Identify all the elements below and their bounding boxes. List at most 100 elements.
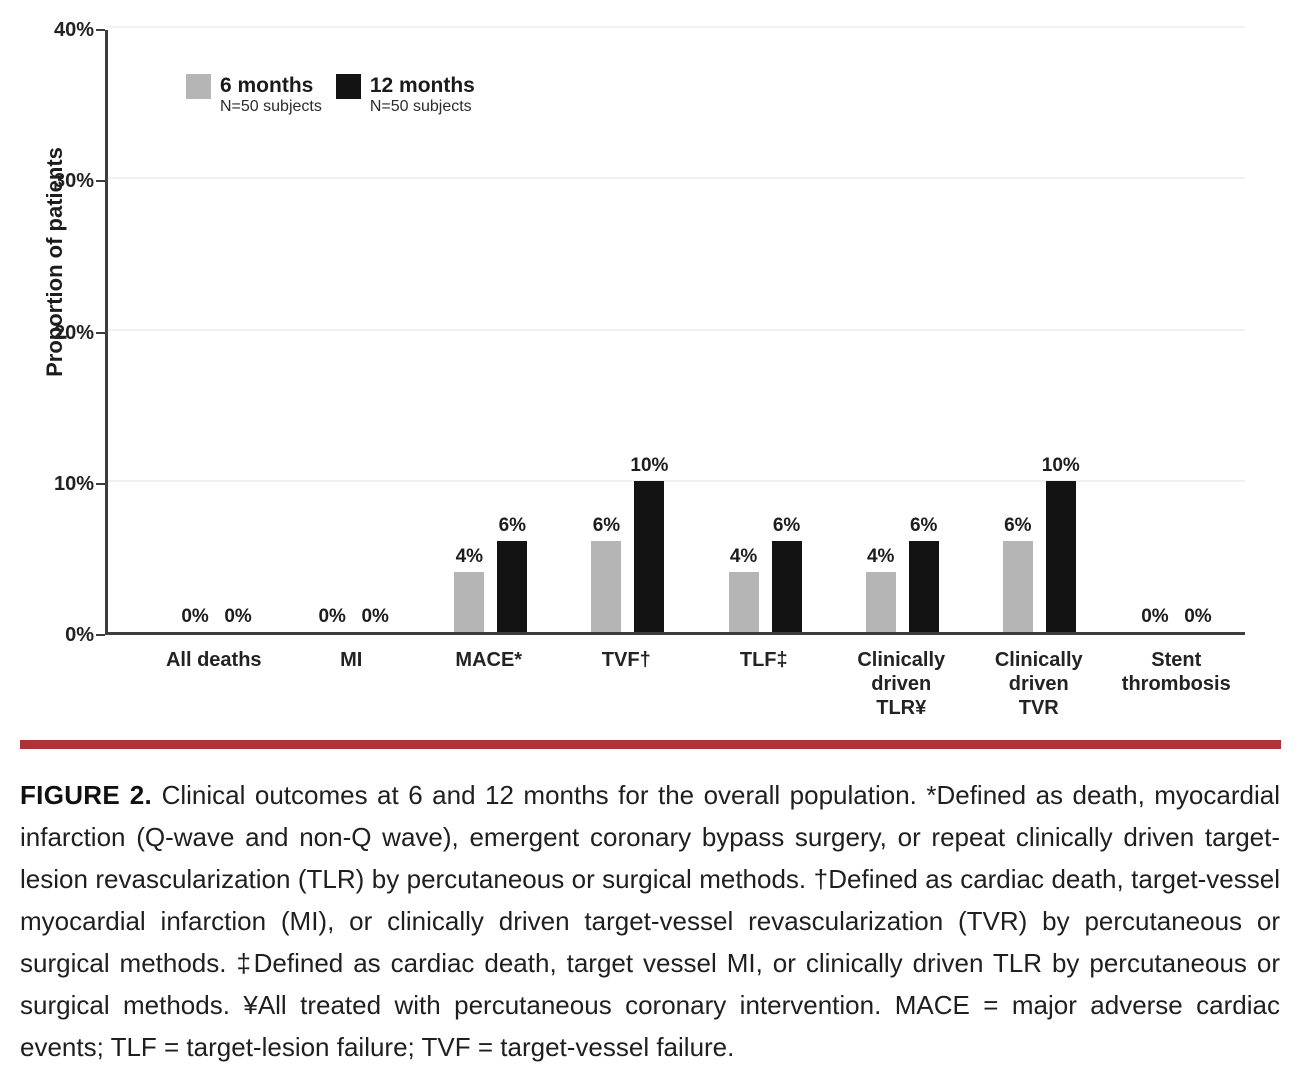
legend-swatch-12mo — [335, 74, 361, 99]
x-category-label-line: All deaths — [165, 649, 262, 671]
figure-caption-label: FIGURE 2. — [20, 780, 153, 810]
bar-value-label: 10% — [630, 454, 669, 476]
bar-slot-6mo: 4% — [454, 545, 485, 632]
x-category-label: TLF‡ — [695, 648, 833, 720]
bar-slot-6mo: 4% — [728, 545, 759, 632]
bar-12mo — [634, 480, 665, 632]
gridline-10 — [108, 479, 1245, 482]
bar-slot-12mo: 0% — [1183, 606, 1213, 632]
x-labels-row: All deaths MI MACE* TVF† TLF‡ Clinically driv… — [105, 648, 1245, 720]
legend: 6 months N=50 subjects 12 months N=50 su… — [186, 74, 475, 116]
x-category-label: MI — [283, 648, 421, 720]
x-category-label: MACE* — [420, 648, 558, 720]
bar-group: 0% 0% — [148, 606, 285, 632]
bar-value-label: 6% — [1004, 515, 1032, 537]
bar-12mo — [1045, 480, 1076, 632]
x-category-label: All deaths — [145, 648, 283, 720]
y-tick-mark — [96, 29, 105, 31]
bar-slot-6mo: 6% — [1002, 515, 1033, 632]
y-tick-mark — [96, 482, 105, 485]
plot-area: 6 months N=50 subjects 12 months N=50 su… — [105, 26, 1245, 635]
y-axis-tick-marks — [96, 29, 105, 636]
bar-slot-6mo: 0% — [317, 606, 347, 632]
bar-group: 4% 6% — [422, 515, 559, 632]
y-tick-mark — [96, 634, 105, 636]
bars-row: 0% 0% 0% 0% 4% 6% 6% 10% 4% 6% 4% 6% 6% 10% 0% 0% — [108, 30, 1245, 632]
y-tick-mark — [96, 180, 105, 183]
bar-slot-6mo: 0% — [1140, 606, 1170, 632]
bar-slot-12mo: 10% — [630, 455, 668, 632]
legend-sublabel: N=50 subjects — [369, 98, 472, 115]
x-category-label-line: MI — [340, 649, 363, 671]
bar-value-label: 6% — [498, 515, 527, 537]
bar-12mo — [908, 541, 939, 632]
x-category-label-line: TVR — [1018, 697, 1059, 719]
legend-item-6-months: 6 months N=50 subjects — [186, 74, 322, 116]
legend-label: 6 months — [220, 74, 314, 97]
y-axis-tick-labels: 0% 10% 20% 30% 40% — [0, 19, 94, 646]
x-category-label-line: TLR¥ — [876, 697, 927, 719]
bar-value-label: 0% — [224, 606, 252, 627]
figure-caption: FIGURE 2. Clinical outcomes at 6 and 12 … — [20, 774, 1280, 1068]
x-category-label-line: MACE* — [455, 649, 523, 671]
bar-value-label: 0% — [181, 606, 209, 627]
bar-value-label: 6% — [592, 515, 621, 537]
bar-6mo — [728, 571, 759, 632]
bar-slot-12mo: 0% — [360, 606, 390, 632]
legend-swatch-6mo — [186, 74, 211, 99]
figure-caption-text: Clinical outcomes at 6 and 12 months for… — [20, 780, 1280, 1062]
y-tick-label: 20% — [53, 321, 94, 344]
bar-value-label: 0% — [318, 606, 346, 627]
bar-group: 6% 10% — [971, 455, 1108, 632]
bar-value-label: 0% — [1141, 606, 1169, 627]
bar-value-label: 0% — [361, 606, 389, 627]
x-category-label: Clinically driven TVR — [970, 648, 1108, 720]
bar-slot-6mo: 6% — [591, 515, 622, 632]
bar-slot-12mo: 6% — [771, 515, 802, 632]
bar-value-label: 6% — [772, 515, 801, 537]
bar-12mo — [771, 541, 802, 632]
x-category-label-line: Clinically driven — [857, 649, 946, 695]
bar-slot-12mo: 10% — [1042, 455, 1080, 632]
y-tick-label: 40% — [53, 19, 94, 41]
y-tick-mark — [96, 331, 105, 334]
bar-slot-6mo: 4% — [865, 545, 896, 632]
x-category-label-line: TVF† — [601, 649, 651, 671]
bar-group: 4% 6% — [834, 515, 971, 632]
bar-value-label: 4% — [729, 545, 758, 567]
bar-slot-12mo: 0% — [223, 606, 253, 632]
bar-12mo — [497, 541, 528, 632]
bar-value-label: 0% — [1184, 606, 1212, 627]
bar-group: 0% 0% — [285, 606, 422, 632]
bar-group: 4% 6% — [697, 515, 834, 632]
bar-group: 6% 10% — [559, 455, 696, 632]
bar-value-label: 4% — [455, 545, 484, 567]
bar-6mo — [591, 541, 622, 632]
outcomes-bar-chart: Proportion of patients 0% 10% 20% 30% 40% 6 … — [0, 19, 1245, 719]
bar-value-label: 4% — [866, 545, 895, 567]
bar-6mo — [454, 571, 485, 632]
gridline-30 — [108, 177, 1245, 180]
legend-label: 12 months — [369, 74, 475, 97]
x-category-label: TVF† — [558, 648, 696, 720]
y-tick-label: 30% — [53, 170, 94, 193]
bar-value-label: 10% — [1041, 454, 1080, 476]
x-category-label: Stent thrombosis — [1108, 648, 1246, 720]
x-category-label: Clinically driven TLR¥ — [833, 648, 971, 720]
gridline-40 — [108, 26, 1245, 28]
gridline-20 — [108, 328, 1245, 331]
bar-slot-12mo: 6% — [497, 515, 528, 632]
figure-divider-rule — [20, 740, 1281, 749]
x-category-label-line: Stent — [1151, 649, 1202, 671]
y-tick-label: 10% — [53, 472, 94, 495]
bar-6mo — [865, 571, 896, 632]
legend-item-12-months: 12 months N=50 subjects — [335, 74, 475, 116]
legend-sublabel: N=50 subjects — [220, 98, 322, 115]
x-category-label-line: TLF‡ — [739, 649, 788, 671]
bar-value-label: 6% — [909, 515, 938, 537]
bar-slot-12mo: 6% — [908, 515, 939, 632]
grid-layer — [108, 26, 1245, 632]
y-tick-label: 0% — [65, 624, 94, 646]
x-category-label-line: thrombosis — [1121, 673, 1231, 695]
bar-slot-6mo: 0% — [180, 606, 210, 632]
